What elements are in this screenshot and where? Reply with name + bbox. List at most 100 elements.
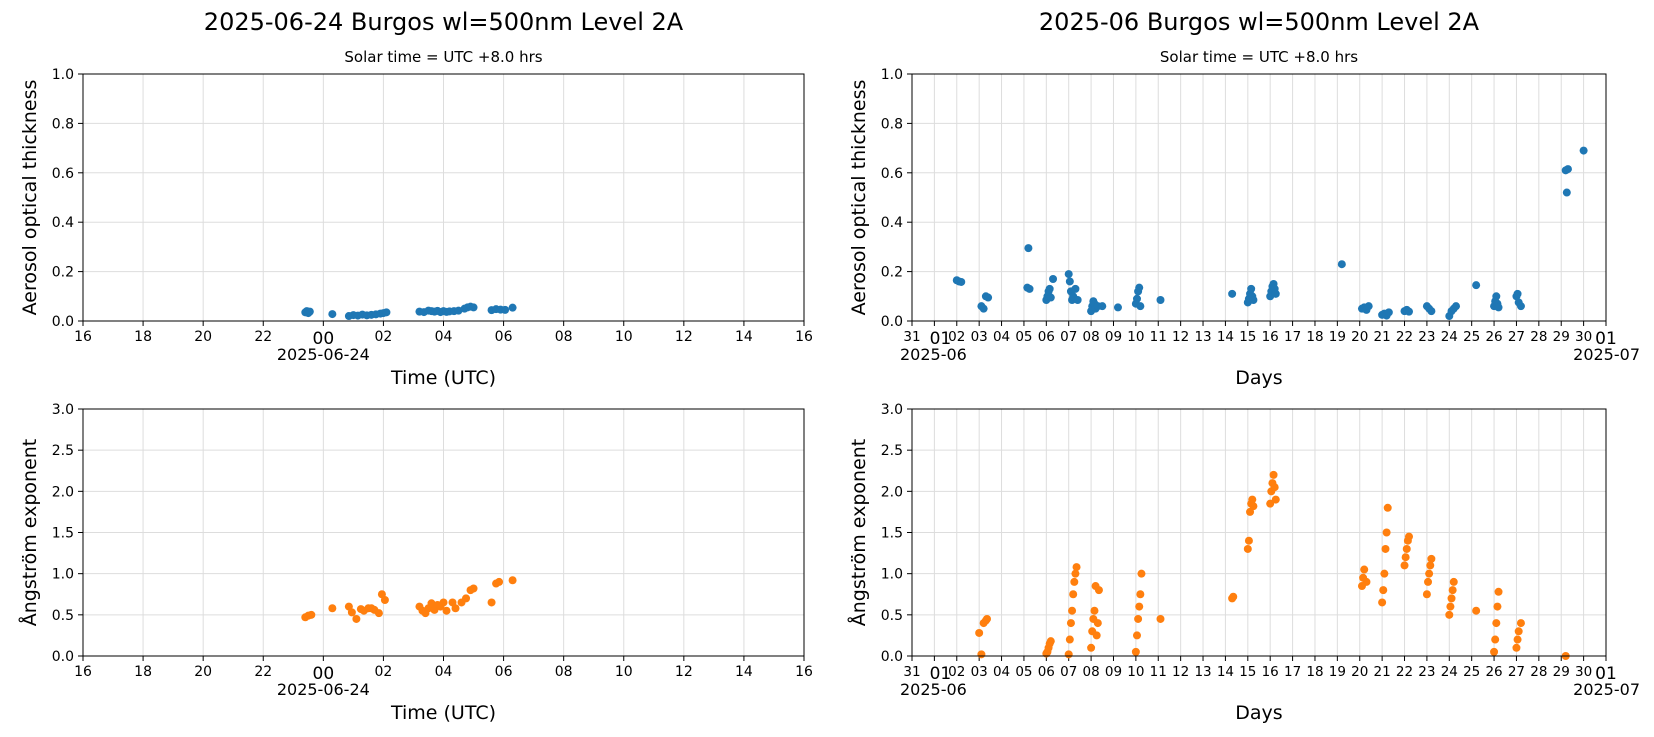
data-point (1381, 544, 1390, 553)
x-tick-label: 06 (1038, 664, 1055, 680)
data-point (1445, 610, 1454, 619)
data-point (1337, 260, 1346, 269)
data-point (1514, 627, 1523, 636)
x-tick-label: 05 (1015, 329, 1032, 345)
data-point (1512, 643, 1521, 652)
x-tick-label: 31 (903, 329, 920, 345)
data-point (1490, 647, 1499, 656)
x-tick-label: 14 (735, 329, 753, 345)
data-point (1579, 146, 1588, 155)
axes-frame (911, 408, 1607, 657)
data-point (352, 614, 361, 623)
data-point (328, 310, 337, 319)
data-point (1090, 606, 1099, 615)
data-point (487, 598, 496, 607)
data-point (1049, 275, 1058, 284)
data-point (1134, 614, 1143, 623)
data-point (1427, 307, 1436, 316)
data-point (1244, 536, 1253, 545)
x-date-label-end: 2025-07 (1573, 345, 1640, 364)
x-tick-label: 13 (1194, 329, 1211, 345)
data-point (1270, 483, 1279, 492)
data-point (1427, 554, 1436, 563)
data-point (984, 293, 993, 302)
x-tick-label: 14 (1217, 329, 1234, 345)
y-tick-label: 0.5 (52, 608, 74, 624)
y-tick-label: 3.0 (881, 402, 903, 418)
data-point (1269, 470, 1278, 479)
x-tick-label: 20 (194, 329, 212, 345)
x-tick-label: 06 (495, 664, 513, 680)
data-point (1513, 289, 1522, 298)
data-point (1243, 544, 1252, 553)
data-point (1249, 296, 1258, 305)
x-tick-label: 00 (313, 664, 335, 684)
x-tick-label: 23 (1418, 664, 1435, 680)
x-tick-label: 04 (435, 664, 453, 680)
x-tick-label: 25 (1463, 329, 1480, 345)
data-point (1136, 590, 1145, 599)
x-tick-label: 12 (1172, 664, 1189, 680)
x-tick-label: 16 (1262, 329, 1279, 345)
x-tick-label: 11 (1150, 664, 1167, 680)
x-date-label: 2025-06-24 (277, 680, 370, 699)
y-tick-label: 3.0 (52, 402, 74, 418)
data-point (1024, 244, 1033, 253)
y-tick-label: 1.0 (52, 67, 74, 83)
data-point (1447, 594, 1456, 603)
data-point (1046, 637, 1055, 646)
x-tick-label: 01 (930, 329, 952, 349)
x-tick-label: 08 (555, 329, 573, 345)
y-tick-label: 2.0 (881, 484, 903, 500)
data-point (508, 303, 517, 312)
x-tick-label: 22 (254, 329, 272, 345)
y-tick-label: 0.8 (881, 116, 903, 132)
data-point (1379, 586, 1388, 595)
data-point (1402, 544, 1411, 553)
data-point (1087, 643, 1096, 652)
x-tick-label: 00 (313, 329, 335, 349)
data-point (1073, 296, 1082, 305)
x-tick-label: 08 (555, 664, 573, 680)
x-axis-label: Time (UTC) (390, 702, 496, 724)
y-tick-label: 0.0 (52, 314, 74, 330)
data-point (1065, 277, 1074, 286)
x-tick-label: 18 (134, 664, 152, 680)
data-point (1072, 563, 1081, 572)
x-tick-label: 15 (1239, 664, 1256, 680)
data-point (1516, 302, 1525, 311)
axes-frame (82, 408, 805, 657)
data-point (1249, 502, 1258, 511)
x-tick-label: 16 (795, 664, 813, 680)
data-point (380, 596, 389, 605)
data-point (439, 598, 448, 607)
data-point (1516, 619, 1525, 628)
data-point (1092, 631, 1101, 640)
data-point (1446, 602, 1455, 611)
data-point (1248, 495, 1257, 504)
x-tick-label: 11 (1150, 329, 1167, 345)
y-axis-label: Ångström exponent (847, 439, 870, 627)
data-point (1383, 503, 1392, 512)
x-tick-label: 16 (1262, 664, 1279, 680)
data-point (1094, 586, 1103, 595)
data-point (469, 584, 478, 593)
axes-frame (82, 73, 805, 322)
data-point (1136, 302, 1145, 311)
data-point (1493, 602, 1502, 611)
data-point (1098, 302, 1107, 311)
x-tick-label: 02 (375, 664, 393, 680)
data-point (982, 614, 991, 623)
x-tick-label: 23 (1418, 329, 1435, 345)
data-point (1069, 590, 1078, 599)
data-point (1156, 614, 1165, 623)
x-axis-label: Days (1235, 367, 1282, 389)
x-tick-label: 19 (1329, 329, 1346, 345)
x-tick-label: 26 (1485, 329, 1502, 345)
x-tick-label: 16 (74, 664, 92, 680)
data-point (442, 606, 451, 615)
data-point (1448, 586, 1457, 595)
x-tick-label: 21 (1374, 664, 1391, 680)
